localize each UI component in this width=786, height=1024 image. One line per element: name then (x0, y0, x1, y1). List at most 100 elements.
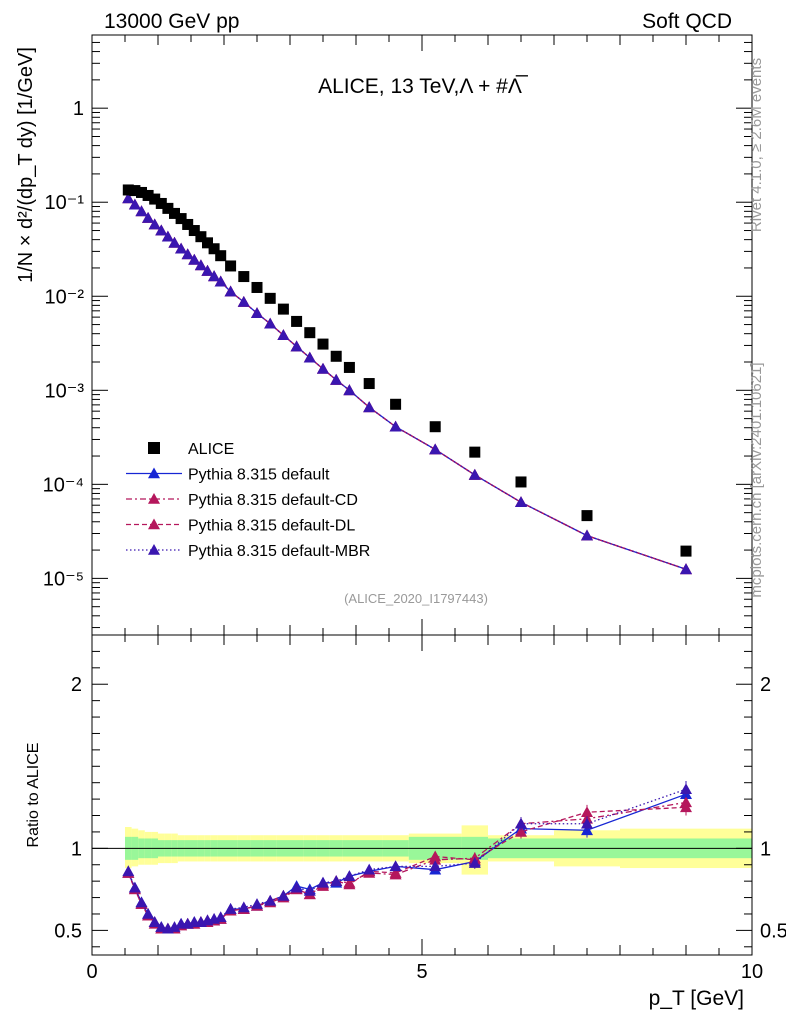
data-point (225, 260, 237, 272)
ratio-point (224, 903, 237, 914)
ratio-point (155, 921, 168, 932)
ratio-point (680, 801, 692, 813)
data-point (169, 207, 180, 219)
ratio-point (128, 881, 141, 893)
mc-point (680, 563, 692, 575)
legend-marker-data (148, 442, 160, 454)
mc-point (330, 373, 343, 385)
x-axis-label: p_T [GeV] (649, 987, 744, 1010)
mc-point (168, 236, 181, 248)
main-y-tick-label: 1 (73, 98, 84, 120)
mc-point (237, 295, 250, 307)
mc-point (251, 307, 263, 319)
main-title: ALICE, 13 TeV,Λ + #Λ̅ (318, 75, 529, 98)
data-point (291, 315, 303, 327)
data-point (343, 361, 355, 373)
x-tick-label: 10 (741, 961, 763, 983)
ratio-point (214, 911, 227, 923)
mc-point (155, 224, 168, 236)
legend-label: Pythia 8.315 default (188, 467, 330, 484)
mc-point (303, 351, 316, 363)
ratio-line-2 (127, 806, 687, 930)
x-tick-label: 0 (86, 961, 97, 983)
data-point (149, 193, 161, 205)
ratio-point (122, 865, 135, 877)
ratio-point (277, 889, 290, 901)
data-point (581, 510, 593, 522)
main-axes: 10⁻⁵ 10⁻⁴ 10⁻³ 10⁻² 10⁻¹ 1 (43, 34, 753, 635)
mc-point (135, 205, 148, 217)
mc-point (122, 192, 135, 204)
ratio-point (429, 850, 442, 862)
data-point (238, 271, 250, 283)
ratio-point (251, 898, 263, 909)
data-point (162, 202, 174, 214)
ratio-point (363, 863, 376, 875)
mc-point (515, 496, 527, 508)
rivet-version: Rivet 4.1.0, ≥ 2.6M events (748, 58, 765, 232)
main-y-tick-label: 10⁻¹ (45, 192, 85, 214)
ratio-point (468, 857, 481, 868)
ratio-point (148, 916, 161, 927)
data-point (251, 281, 263, 293)
ratio-point (389, 866, 402, 878)
mc-point (148, 218, 161, 230)
ratio-point (429, 860, 442, 872)
ratio-point (680, 783, 692, 795)
mc-point (181, 248, 194, 260)
data-point (680, 545, 692, 557)
ratio-point (317, 876, 329, 888)
main-y-tick-label: 10⁻² (45, 286, 85, 308)
header-left: 13000 GeV pp (104, 10, 239, 33)
data-point (277, 303, 289, 315)
mc-point (214, 275, 227, 287)
ratio-point (581, 817, 593, 829)
mc-point (175, 242, 188, 254)
ratio-point (389, 860, 402, 872)
mc-line-3 (127, 197, 687, 570)
data-point (363, 378, 375, 390)
ratio-y-tick-label: 1 (71, 838, 82, 860)
ratio-y-tick-label: 2 (71, 674, 82, 696)
legend-marker (148, 467, 160, 479)
ratio-marks (92, 781, 752, 934)
ratio-point (343, 870, 356, 882)
legend-label: Pythia 8.315 default-MBR (188, 543, 370, 560)
data-point (215, 250, 227, 262)
mc-point (277, 329, 290, 341)
data-point (304, 327, 316, 339)
ratio-y-tick-label-right: 0.5 (760, 920, 786, 942)
analysis-id: (ALICE_2020_I1797443) (344, 591, 488, 606)
mc-point (343, 384, 356, 396)
data-point (129, 185, 141, 197)
main-marks (122, 184, 692, 575)
ratio-point (515, 817, 527, 829)
main-ylabel: 1/N × d²/(dp_T dy) [1/GeV] (15, 47, 37, 283)
legend-label: Pythia 8.315 default-DL (188, 518, 355, 535)
mc-point (142, 211, 155, 223)
data-point (330, 350, 342, 362)
data-point (142, 189, 154, 201)
data-point (208, 243, 220, 255)
data-point (515, 476, 527, 488)
data-point (182, 218, 194, 230)
ratio-y-tick-label-right: 1 (760, 838, 771, 860)
mc-point (201, 264, 214, 276)
data-point (188, 225, 200, 237)
mc-point (224, 285, 237, 297)
mc-point (317, 362, 329, 374)
ratio-ylabel: Ratio to ALICE (25, 743, 42, 848)
mc-point (208, 270, 221, 282)
ratio-frame (91, 634, 753, 956)
ratio-point (330, 875, 343, 886)
data-point (122, 184, 134, 196)
mcplots-credit: mcplots.cern.ch [arXiv:2401.10621] (748, 362, 765, 597)
mc-point (468, 468, 481, 480)
legend-marker (148, 493, 160, 504)
legend-label: Pythia 8.315 default-CD (188, 492, 358, 509)
data-point (469, 446, 481, 458)
main-y-tick-label: 10⁻⁵ (43, 568, 84, 590)
legend-marker (148, 518, 160, 530)
legend: ALICE Pythia 8.315 default Pythia 8.315 de… (126, 441, 370, 560)
